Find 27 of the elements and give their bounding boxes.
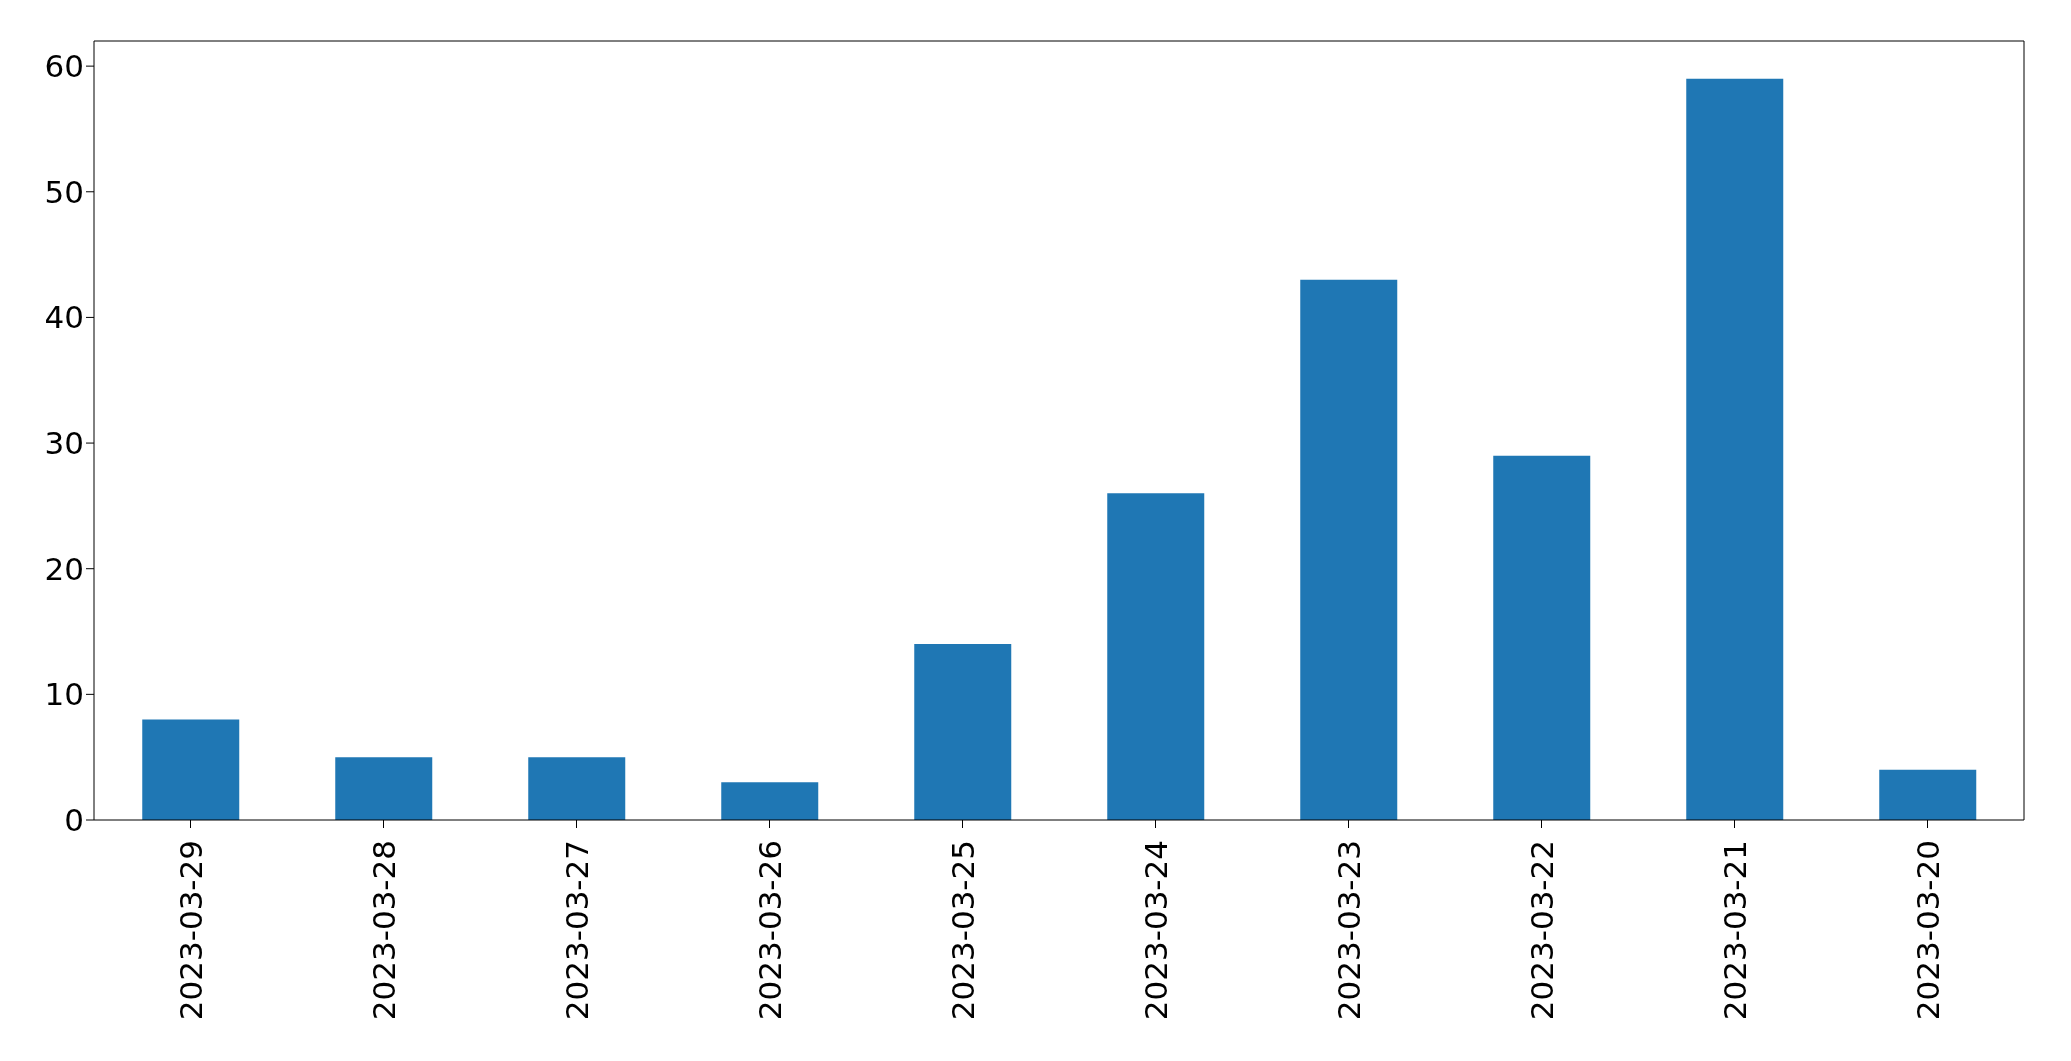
bar: [721, 782, 819, 820]
bar: [1686, 78, 1784, 820]
x-tick-label: 2023-03-28: [365, 840, 402, 1021]
bar: [914, 644, 1012, 820]
x-tick-label: 2023-03-23: [1330, 840, 1367, 1021]
bar: [1107, 493, 1205, 820]
x-tick-label: 2023-03-24: [1137, 840, 1174, 1021]
x-tick-label: 2023-03-26: [751, 840, 788, 1021]
x-tick-label: 2023-03-25: [944, 840, 981, 1021]
bar: [1879, 769, 1977, 820]
y-tick-label: 20: [44, 550, 84, 587]
y-tick-label: 30: [44, 425, 84, 462]
x-tick-label: 2023-03-21: [1716, 840, 1753, 1021]
x-tick-label: 2023-03-20: [1909, 840, 1946, 1021]
x-tick-label: 2023-03-29: [172, 840, 209, 1021]
y-tick-label: 10: [44, 676, 84, 713]
y-tick-label: 40: [44, 299, 84, 336]
y-tick-label: 50: [44, 173, 84, 210]
bar: [528, 757, 626, 820]
x-tick-label: 2023-03-27: [558, 840, 595, 1021]
bar: [1493, 455, 1591, 820]
y-tick-label: 0: [64, 802, 84, 839]
bar: [335, 757, 433, 820]
x-tick-label: 2023-03-22: [1523, 840, 1560, 1021]
bar: [1300, 279, 1398, 820]
bar: [142, 719, 240, 820]
y-tick-label: 60: [44, 48, 84, 85]
